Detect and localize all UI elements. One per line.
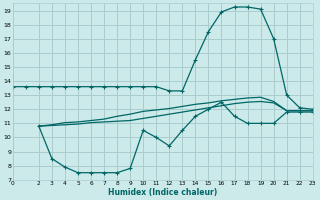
X-axis label: Humidex (Indice chaleur): Humidex (Indice chaleur) <box>108 188 217 197</box>
